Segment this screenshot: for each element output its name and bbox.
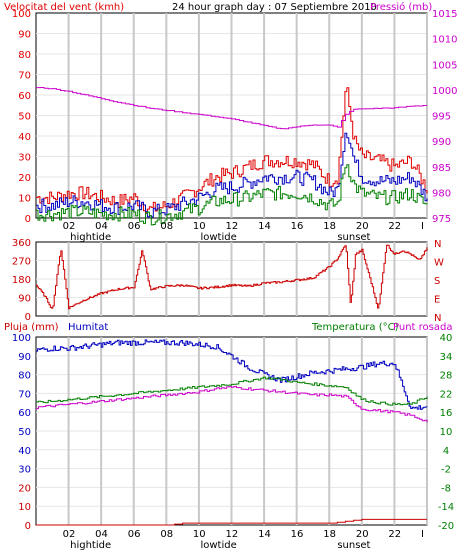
humidity-y-tick-label: 40 <box>18 446 31 457</box>
humidity-y-tick-label: 10 <box>18 502 31 513</box>
dewpoint-axis-title: Punt rosada <box>393 322 452 333</box>
wind-y-tick-label: 30 <box>18 153 31 164</box>
wind-y-tick-label: 80 <box>18 50 31 61</box>
rain-axis-title: Pluja (mm) <box>4 322 59 333</box>
compass-label: N <box>434 239 441 250</box>
humidity-y-tick-label: 100 <box>12 333 31 344</box>
direction-y-tick-label: 270 <box>12 257 31 268</box>
x-tick-label: 18 <box>323 221 336 232</box>
x-tick-label: 04 <box>95 529 108 540</box>
x-tick-label: 16 <box>291 221 304 232</box>
x-tick-label: I <box>421 529 424 540</box>
x-tick-label: 14 <box>258 529 271 540</box>
x-tick-label: 02 <box>63 221 76 232</box>
compass-label: N <box>434 313 441 324</box>
wind-y-tick-label: 0 <box>25 214 31 225</box>
humidity-y-tick-label: 50 <box>18 427 31 438</box>
humidity-y-tick-label: 60 <box>18 408 31 419</box>
pressure-axis-title: Pressió (mb) <box>370 1 432 13</box>
direction-y-tick-label: 180 <box>12 275 31 286</box>
pressure-y-tick-label: 995 <box>432 112 451 123</box>
x-tick-label: 22 <box>388 529 401 540</box>
humidity-y-tick-label: 20 <box>18 483 31 494</box>
x-marker-label: hightide <box>70 232 111 243</box>
wind-y-tick-label: 50 <box>18 112 31 123</box>
temperature-y-tick-label: 4 <box>443 446 449 457</box>
wind-y-tick-label: 90 <box>18 30 31 41</box>
temperature-axis-title: Temperatura (°C) <box>311 322 399 333</box>
pressure-y-tick-label: 985 <box>432 163 451 174</box>
wind-y-tick-label: 100 <box>12 9 31 20</box>
series-line-humidity <box>36 339 428 410</box>
compass-label: S <box>434 276 440 287</box>
series-line-rain <box>36 518 427 526</box>
x-tick-label: 08 <box>160 529 173 540</box>
wind-y-tick-label: 70 <box>18 71 31 82</box>
temperature-y-tick-label: -2 <box>441 465 451 476</box>
x-tick-label: 20 <box>356 221 369 232</box>
x-tick-label: 06 <box>128 221 141 232</box>
pressure-y-tick-label: 1000 <box>432 86 457 97</box>
x-tick-label: 10 <box>193 529 206 540</box>
pressure-y-tick-label: 1005 <box>432 60 457 71</box>
wind-y-tick-label: 10 <box>18 194 31 205</box>
series-line-temperature <box>36 376 428 406</box>
temperature-y-tick-label: -20 <box>438 521 454 532</box>
pressure-y-tick-label: 1015 <box>432 9 457 20</box>
temperature-y-tick-label: 10 <box>440 427 453 438</box>
temperature-y-tick-label: 22 <box>440 389 453 400</box>
humidity-y-tick-label: 30 <box>18 465 31 476</box>
x-marker-label: sunset <box>337 232 370 243</box>
x-marker-label: lowtide <box>200 232 236 243</box>
x-tick-label: 18 <box>323 529 336 540</box>
x-tick-label: 20 <box>356 529 369 540</box>
temperature-y-tick-label: 16 <box>440 408 453 419</box>
pressure-y-tick-label: 975 <box>432 214 451 225</box>
wind-y-tick-label: 40 <box>18 132 31 143</box>
x-marker-label: hightide <box>70 540 111 551</box>
series-line-wind-avg <box>36 132 428 218</box>
x-tick-label: 12 <box>226 529 239 540</box>
x-tick-label: 02 <box>63 529 76 540</box>
x-marker-label: sunset <box>337 540 370 551</box>
x-tick-label: 14 <box>258 221 271 232</box>
temperature-y-tick-label: 28 <box>440 371 453 382</box>
series-line-wind-max <box>36 87 428 214</box>
pressure-y-tick-label: 1010 <box>432 35 457 46</box>
humidity-y-tick-label: 90 <box>18 352 31 363</box>
series-line-wind-min <box>36 164 428 226</box>
wind-y-tick-label: 60 <box>18 91 31 102</box>
compass-label: W <box>434 258 444 269</box>
temperature-y-tick-label: -8 <box>441 483 451 494</box>
pressure-y-tick-label: 980 <box>432 188 451 199</box>
humidity-y-tick-label: 80 <box>18 371 31 382</box>
humidity-y-tick-label: 70 <box>18 389 31 400</box>
temperature-y-tick-label: -14 <box>438 502 454 513</box>
humidity-y-tick-label: 0 <box>25 521 31 532</box>
wind-y-tick-label: 20 <box>18 173 31 184</box>
pressure-y-tick-label: 990 <box>432 137 451 148</box>
humidity-axis-title: Humitat <box>68 322 108 333</box>
x-tick-label: 16 <box>291 529 304 540</box>
chart-title: 24 hour graph day : 07 Septiembre 2010 <box>172 2 377 13</box>
x-marker-label: lowtide <box>200 540 236 551</box>
series-line-dewpoint <box>36 385 428 423</box>
x-tick-label: I <box>421 221 424 232</box>
direction-y-tick-label: 90 <box>18 294 31 305</box>
temperature-y-tick-label: 40 <box>440 333 453 344</box>
series-line-pressure <box>36 87 427 130</box>
x-tick-label: 08 <box>160 221 173 232</box>
x-tick-label: 10 <box>193 221 206 232</box>
temperature-y-tick-label: 34 <box>440 352 453 363</box>
direction-y-tick-label: 0 <box>25 312 31 323</box>
wind-axis-title: Velocitat del vent (kmh) <box>4 2 124 13</box>
x-tick-label: 06 <box>128 529 141 540</box>
direction-y-tick-label: 360 <box>12 238 31 249</box>
x-tick-label: 04 <box>95 221 108 232</box>
x-tick-label: 12 <box>226 221 239 232</box>
series-line-direction <box>36 244 428 310</box>
compass-label: E <box>434 295 440 306</box>
x-tick-label: 22 <box>388 221 401 232</box>
